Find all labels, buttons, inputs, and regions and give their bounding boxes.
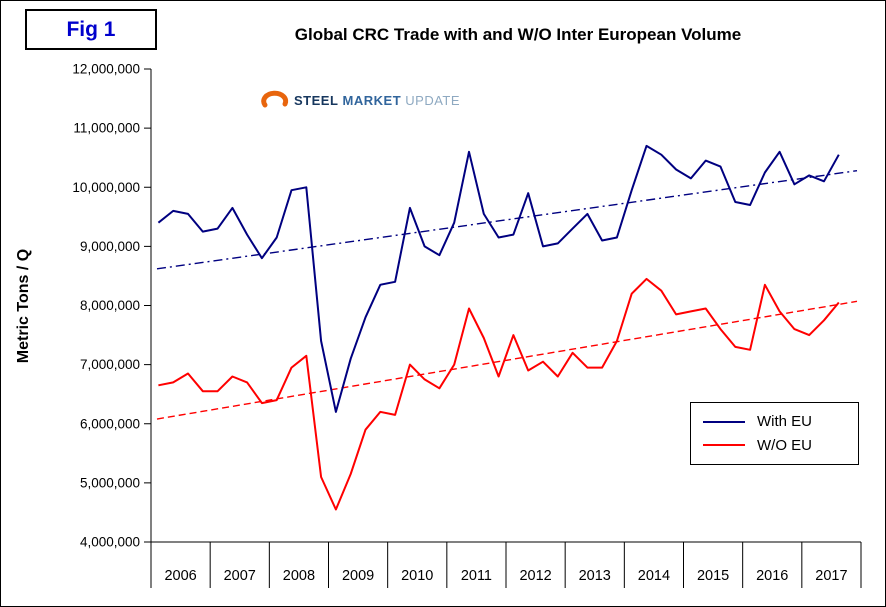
- legend-item-wo-eu: W/O EU: [703, 437, 846, 454]
- legend-item-with-eu: With EU: [703, 413, 846, 430]
- steel-market-update-logo: STEEL MARKET UPDATE: [259, 89, 460, 111]
- svg-text:4,000,000: 4,000,000: [80, 535, 140, 550]
- svg-text:8,000,000: 8,000,000: [80, 298, 140, 313]
- svg-text:2007: 2007: [224, 568, 256, 584]
- svg-text:12,000,000: 12,000,000: [72, 62, 140, 77]
- svg-text:5,000,000: 5,000,000: [80, 475, 140, 490]
- svg-text:10,000,000: 10,000,000: [72, 180, 140, 195]
- logo-word-steel: STEEL: [294, 92, 339, 108]
- svg-text:2017: 2017: [815, 568, 847, 584]
- svg-text:2006: 2006: [164, 568, 196, 584]
- logo-word-update: UPDATE: [405, 92, 461, 108]
- svg-text:7,000,000: 7,000,000: [80, 357, 140, 372]
- svg-text:11,000,000: 11,000,000: [73, 121, 140, 136]
- svg-text:2013: 2013: [579, 568, 611, 584]
- figure-label: Fig 1: [25, 9, 157, 50]
- svg-text:2012: 2012: [519, 568, 551, 584]
- chart-title: Global CRC Trade with and W/O Inter Euro…: [294, 25, 742, 44]
- legend-label-with-eu: With EU: [757, 413, 813, 431]
- legend-line-wo-eu: [703, 444, 745, 447]
- legend-label-wo-eu: W/O EU: [757, 436, 812, 454]
- legend-line-with-eu: [703, 420, 745, 423]
- svg-text:2014: 2014: [638, 568, 670, 584]
- svg-text:2009: 2009: [342, 568, 374, 584]
- svg-text:2016: 2016: [756, 568, 788, 584]
- svg-text:2008: 2008: [283, 568, 315, 584]
- svg-text:9,000,000: 9,000,000: [80, 239, 140, 254]
- logo-word-market: MARKET: [342, 92, 402, 108]
- logo-swoosh-icon: [259, 89, 289, 111]
- svg-text:2015: 2015: [697, 568, 729, 584]
- svg-text:2010: 2010: [401, 568, 433, 584]
- svg-text:6,000,000: 6,000,000: [80, 416, 140, 431]
- svg-text:2011: 2011: [461, 568, 492, 584]
- logo-text: STEEL MARKET UPDATE: [294, 93, 460, 108]
- legend: With EU W/O EU: [690, 402, 859, 465]
